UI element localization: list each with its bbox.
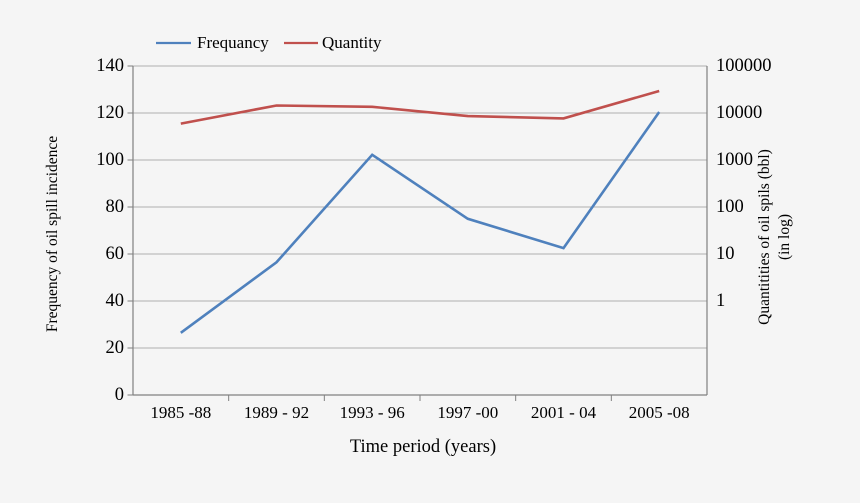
svg-text:1997 -00: 1997 -00 — [437, 403, 498, 422]
svg-text:60: 60 — [106, 244, 125, 264]
svg-text:2001 - 04: 2001 - 04 — [531, 403, 597, 422]
svg-text:Time period (years): Time period (years) — [350, 437, 496, 457]
svg-text:140: 140 — [96, 56, 124, 76]
svg-text:1000: 1000 — [716, 150, 753, 170]
svg-text:120: 120 — [96, 103, 124, 123]
svg-text:1989 - 92: 1989 - 92 — [244, 403, 309, 422]
svg-text:80: 80 — [106, 197, 125, 217]
svg-text:1: 1 — [716, 291, 725, 311]
svg-text:Frequency of oil spill incide: Frequency of oil spill incidence — [44, 136, 61, 332]
svg-text:100: 100 — [716, 197, 744, 217]
svg-text:2005 -08: 2005 -08 — [629, 403, 690, 422]
svg-text:20: 20 — [106, 338, 125, 358]
svg-text:10: 10 — [716, 244, 735, 264]
svg-text:40: 40 — [106, 291, 125, 311]
svg-text:10000: 10000 — [716, 103, 762, 123]
svg-text:Quantity: Quantity — [322, 33, 382, 52]
svg-text:1985 -88: 1985 -88 — [150, 403, 211, 422]
svg-text:100000: 100000 — [716, 56, 772, 76]
svg-text:Frequancy: Frequancy — [197, 33, 269, 52]
svg-text:100: 100 — [96, 150, 124, 170]
svg-text:1993 - 96: 1993 - 96 — [340, 403, 405, 422]
svg-text:0: 0 — [115, 385, 124, 405]
svg-text:Quantitities of oil spils (bbl: Quantitities of oil spils (bbl) — [756, 149, 773, 325]
svg-text:(in log): (in log) — [776, 214, 793, 260]
